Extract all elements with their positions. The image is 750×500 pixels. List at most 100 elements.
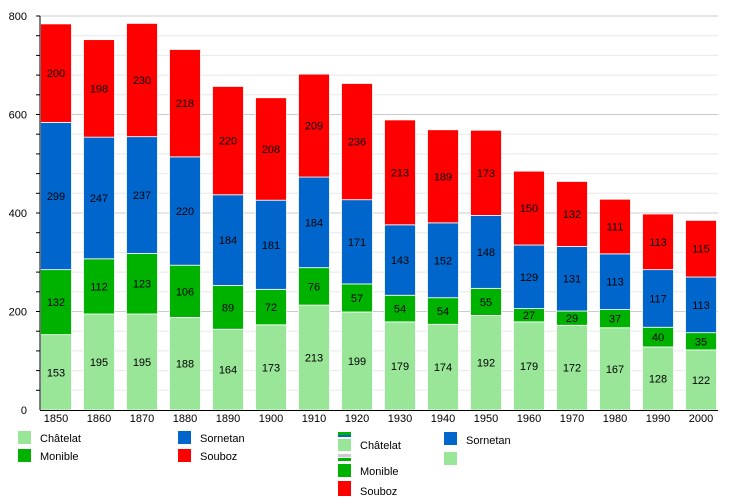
data-label: 128 bbox=[649, 373, 667, 385]
data-label: 179 bbox=[391, 361, 409, 373]
bar-segment bbox=[513, 321, 545, 411]
data-label: 37 bbox=[609, 314, 621, 326]
legend-label-sornetan: Sornetan bbox=[200, 433, 245, 445]
x-tick-label: 1850 bbox=[44, 413, 68, 425]
data-label: 143 bbox=[391, 255, 409, 267]
data-label: 247 bbox=[90, 193, 108, 205]
legend2-swatch-green-strip bbox=[338, 458, 351, 461]
bar-segment bbox=[40, 121, 72, 271]
data-label: 29 bbox=[566, 313, 578, 325]
bar-segment bbox=[212, 86, 244, 196]
data-label: 72 bbox=[265, 302, 277, 314]
data-label: 113 bbox=[649, 237, 667, 249]
data-label: 198 bbox=[90, 83, 108, 95]
legend2-swatch-souboz bbox=[338, 481, 351, 496]
y-tick-labels: 0 200 400 600 800 bbox=[9, 11, 27, 417]
data-label: 213 bbox=[305, 353, 323, 365]
x-tick-label: 1860 bbox=[87, 413, 111, 425]
legend-swatch-souboz bbox=[178, 449, 191, 462]
bar-segment bbox=[427, 297, 459, 325]
legend2-label-chatelat: Châtelat bbox=[360, 440, 401, 452]
data-label: 153 bbox=[47, 367, 65, 379]
data-label: 195 bbox=[133, 357, 151, 369]
bar-segment bbox=[298, 267, 330, 306]
bars: 153 132 299 200 195 112 247 198 195 123 237 230 188 1… bbox=[40, 22, 717, 411]
legend2-swatch-mixed bbox=[338, 432, 351, 436]
data-label: 106 bbox=[176, 286, 194, 298]
legend2-swatch-monible bbox=[338, 464, 351, 477]
data-label: 213 bbox=[391, 167, 409, 179]
bar-segment bbox=[685, 349, 717, 411]
bar-segment bbox=[384, 294, 416, 323]
x-tick-labels: 1850 1860 1870 1880 1890 1900 1910 1920 1930 1940… bbox=[44, 413, 713, 425]
data-label: 209 bbox=[305, 121, 323, 133]
y-tick-label: 200 bbox=[9, 307, 27, 319]
data-label: 164 bbox=[219, 365, 237, 377]
bar-segment bbox=[556, 181, 588, 247]
bar-segment bbox=[83, 136, 115, 260]
data-label: 123 bbox=[133, 279, 151, 291]
data-label: 132 bbox=[563, 209, 581, 221]
legend2-label-monible: Monible bbox=[360, 466, 399, 478]
data-label: 113 bbox=[606, 277, 624, 289]
bar-segment bbox=[40, 269, 72, 336]
data-label: 299 bbox=[47, 191, 65, 203]
bar-segment bbox=[298, 73, 330, 178]
bar-segment bbox=[427, 222, 459, 299]
bar-segment bbox=[513, 170, 545, 246]
x-tick-label: 2000 bbox=[689, 413, 713, 425]
data-label: 89 bbox=[222, 302, 234, 314]
legend2-swatch-chatelat bbox=[338, 439, 351, 451]
bar-segment bbox=[470, 287, 502, 316]
data-label: 208 bbox=[262, 144, 280, 156]
bar-segment bbox=[169, 317, 201, 411]
bar-segment bbox=[212, 194, 244, 286]
bar-segment bbox=[255, 97, 287, 201]
x-tick-label: 1990 bbox=[646, 413, 670, 425]
legend-swatch-monible bbox=[18, 449, 31, 462]
bar-segment bbox=[685, 276, 717, 334]
y-tick-label: 400 bbox=[9, 208, 27, 220]
data-label: 195 bbox=[90, 357, 108, 369]
bar-segment bbox=[470, 129, 502, 216]
y-tick-label: 0 bbox=[21, 405, 27, 417]
data-label: 184 bbox=[305, 217, 323, 229]
x-tick-label: 1890 bbox=[216, 413, 240, 425]
y-tick-label: 800 bbox=[9, 11, 27, 23]
x-tick-label: 1970 bbox=[560, 413, 584, 425]
bar-segment bbox=[83, 313, 115, 411]
data-label: 55 bbox=[480, 297, 492, 309]
bar-segment bbox=[513, 244, 545, 309]
data-label: 188 bbox=[176, 359, 194, 371]
data-label: 113 bbox=[692, 300, 710, 312]
data-label: 150 bbox=[520, 203, 538, 215]
bar-segment bbox=[126, 252, 158, 315]
x-tick-label: 1960 bbox=[517, 413, 541, 425]
x-tick-label: 1910 bbox=[302, 413, 326, 425]
data-label: 173 bbox=[477, 168, 495, 180]
data-label: 129 bbox=[520, 272, 538, 284]
bar-segment bbox=[212, 284, 244, 330]
data-label: 184 bbox=[219, 235, 237, 247]
data-label: 237 bbox=[133, 190, 151, 202]
x-tick-label: 1900 bbox=[259, 413, 283, 425]
data-label: 167 bbox=[606, 364, 624, 376]
bar-segment bbox=[341, 83, 373, 201]
legend-label-souboz: Souboz bbox=[200, 451, 237, 463]
bar-segment bbox=[169, 264, 201, 318]
bar-segment bbox=[126, 22, 158, 138]
x-tick-label: 1950 bbox=[474, 413, 498, 425]
legend-label-monible: Monible bbox=[40, 451, 79, 463]
data-label: 218 bbox=[176, 98, 194, 110]
data-label: 54 bbox=[437, 306, 449, 318]
data-label: 57 bbox=[351, 293, 363, 305]
data-label: 132 bbox=[47, 297, 65, 309]
data-label: 220 bbox=[219, 136, 237, 148]
x-tick-label: 1940 bbox=[431, 413, 455, 425]
data-label: 179 bbox=[520, 361, 538, 373]
data-label: 112 bbox=[90, 281, 108, 293]
data-label: 122 bbox=[692, 375, 710, 387]
bar-segment bbox=[556, 246, 588, 312]
bar-segment bbox=[642, 213, 674, 271]
